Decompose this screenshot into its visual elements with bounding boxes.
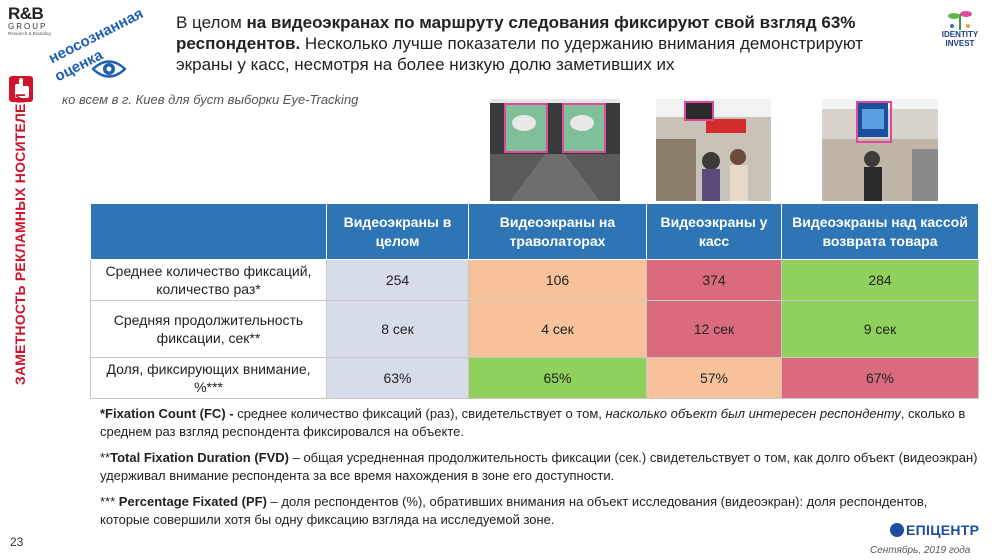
note-percentage-fixated: *** Percentage Fixated (PF) – доля респо… [100,493,980,529]
page-title: В целом на видеоэкранах по маршруту след… [176,12,876,75]
page-number: 23 [10,535,24,549]
table-cell: 254 [326,259,469,301]
eye-tracking-table: Видеоэкраны в целом Видеоэкраны на траво… [90,203,979,399]
pointing-hand-icon [9,76,33,102]
sprout-icon [948,11,972,30]
table-cell: 8 сек [326,300,469,358]
table-cell: 12 сек [646,300,782,358]
note-fixation-count: *Fixation Count (FC) - среднее количеств… [100,405,980,441]
table-cell: 284 [781,259,979,301]
table-header: Видеоэкраны над кассой возврата товара [781,203,979,260]
eye-icon [92,60,126,78]
epicentr-brand: ЕПІЦЕНТР [906,522,980,538]
id-logo-line-1: IDENTITY [941,30,979,39]
title-part-1: В целом [176,13,247,32]
row-label: Среднее количество фиксаций, количество … [90,259,327,301]
table-cell: 9 сек [781,300,979,358]
footer-date: Сентябрь, 2019 года [870,545,971,556]
epicentr-logo-icon [890,523,904,537]
identity-invest-logo: IDENTITY INVEST [930,8,990,56]
table-header: Видеоэкраны в целом [326,203,469,260]
photo-travolator-screens [490,99,620,201]
note-2-prefix: ** [100,450,111,465]
note-1-text-b: , сколько в среднем раз взгляд респонден… [100,406,966,439]
side-section-label: ЗАМЕТНОСТЬ РЕКЛАМНЫХ НОСИТЕЛЕЙ [12,93,28,385]
logo-group: GROUP [8,22,48,31]
sample-note: ко всем в г. Киев для буст выборки Eye-T… [62,92,359,107]
table-cell: 106 [468,259,647,301]
row-label: Доля, фиксирующих внимание, %*** [90,357,327,399]
table-header-row: Видеоэкраны в целом Видеоэкраны на траво… [90,203,979,260]
note-3-prefix: *** [100,494,119,509]
note-1-text-a: среднее количество фиксаций (раз), свиде… [233,406,606,421]
note-1-italic: насколько объект был интересен респонден… [605,406,901,421]
row-label: Средняя продолжительность фиксации, сек*… [90,300,327,358]
gaze-zone-highlight [684,101,714,121]
note-1-term: *Fixation Count (FC) - [100,406,234,421]
table-cell: 374 [646,259,782,301]
title-bold: на видеоэкранах по маршруту следования ф… [176,13,856,53]
note-2-term: Total Fixation Duration (FVD) [110,450,289,465]
table-cell: 63% [326,357,469,399]
table-cell: 57% [646,357,782,399]
table-header [90,203,327,260]
gaze-zone-highlight [856,101,892,143]
table-cell: 65% [468,357,647,399]
table-header: Видеоэкраны на траволаторах [468,203,647,260]
note-3-term: Percentage Fixated (PF) [118,494,267,509]
photo-return-desk-screen [822,99,938,201]
definitions-notes: *Fixation Count (FC) - среднее количеств… [100,405,980,537]
gaze-zone-highlight [504,103,548,153]
gaze-zone-highlight [562,103,606,153]
logo-mark: R&B [8,4,44,23]
table-row: Доля, фиксирующих внимание, %*** 63% 65%… [90,357,979,399]
note-fixation-duration: **Total Fixation Duration (FVD) – общая … [100,449,980,485]
rb-group-logo: R&B GROUP Research & Branding [8,4,54,37]
logo-subtitle: Research & Branding [8,31,51,36]
note-3-text: – доля респондентов (%), обративших вним… [100,494,928,527]
title-part-2: Несколько лучше показатели по удержанию … [176,34,864,74]
photo-checkout-screens [656,99,771,201]
table-header: Видеоэкраны у касс [646,203,782,260]
table-row: Среднее количество фиксаций, количество … [90,259,979,301]
table-row: Средняя продолжительность фиксации, сек*… [90,300,979,358]
table-cell: 4 сек [468,300,647,358]
note-2-text: – общая усредненная продолжительность фи… [100,450,978,483]
table-cell: 67% [781,357,979,399]
id-logo-line-2: INVEST [945,39,975,48]
